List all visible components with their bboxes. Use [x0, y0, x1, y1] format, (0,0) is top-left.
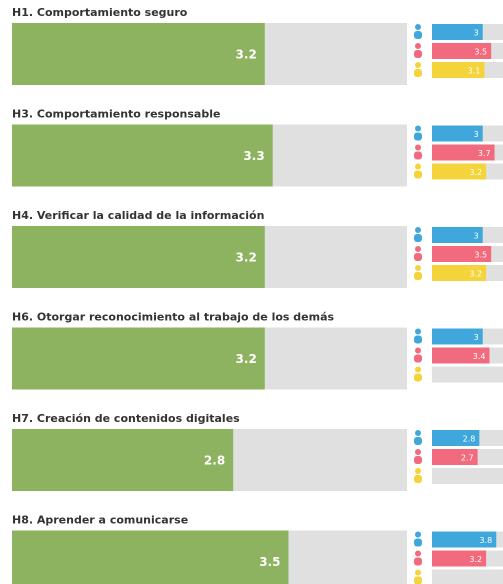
chart-title: H8. Aprender a comunicarse [12, 514, 188, 527]
value-label: 3.5 [259, 555, 280, 569]
small-value-label: 2.8 [463, 435, 476, 444]
group-icon [414, 170, 422, 179]
group-icon [414, 335, 422, 344]
bar [12, 429, 234, 491]
bar [12, 23, 265, 85]
group-icon [415, 347, 421, 354]
small-value-label: 3 [474, 333, 479, 342]
small-value-label: 2.7 [461, 454, 474, 463]
group-icon [414, 354, 422, 363]
group-icon [414, 538, 422, 547]
group-icon [415, 246, 421, 252]
chart-title: H6. Otorgar reconocimiento al trabajo de… [12, 311, 334, 324]
small-bar [432, 449, 478, 465]
group-icon [414, 132, 422, 141]
small-value-label: 3.8 [480, 536, 493, 545]
chart-title: H3. Comportamiento responsable [12, 108, 220, 121]
bar [12, 226, 265, 288]
small-value-label: 3.2 [469, 555, 482, 564]
value-label: 3.2 [236, 48, 257, 62]
bar [12, 327, 265, 390]
group-icon [414, 253, 422, 261]
group-icon [415, 265, 421, 271]
small-value-label: 3 [474, 232, 479, 241]
small-bar [432, 163, 487, 180]
small-bar [432, 62, 485, 78]
group-icon [414, 373, 422, 382]
small-value-label: 3 [474, 130, 479, 139]
small-bar [432, 43, 492, 59]
value-label: 3.2 [236, 352, 257, 366]
group-icon [414, 576, 422, 584]
small-bar [432, 24, 483, 40]
small-value-label: 3.5 [474, 48, 487, 57]
group-icon [415, 550, 421, 557]
group-icon [415, 43, 421, 49]
small-bar [432, 550, 487, 567]
bar [12, 530, 289, 584]
small-bar-track [432, 366, 503, 383]
small-value-label: 3.7 [478, 149, 491, 158]
group-icon [414, 31, 422, 39]
small-bar [432, 265, 487, 281]
small-bar [432, 246, 492, 262]
group-icon [415, 468, 421, 474]
value-label: 3.2 [236, 251, 257, 265]
small-bar [432, 227, 483, 243]
chart-title: H7. Creación de contenidos digitales [12, 412, 240, 425]
small-bar-track [432, 569, 503, 584]
small-value-label: 3.5 [474, 251, 487, 260]
group-icon [415, 24, 421, 30]
group-icon [415, 144, 421, 151]
group-icon [415, 328, 421, 335]
group-icon [415, 430, 421, 436]
small-bar [432, 328, 483, 345]
group-icon [414, 475, 422, 483]
group-icon [415, 366, 421, 373]
group-icon [414, 50, 422, 58]
group-icon [414, 151, 422, 160]
small-bar [432, 125, 483, 142]
small-bar-track [432, 468, 503, 484]
chart-title: H4. Verificar la calidad de la informaci… [12, 209, 264, 222]
bar [12, 124, 273, 187]
small-bar [432, 430, 480, 446]
group-icon [414, 69, 422, 77]
group-icon [414, 234, 422, 242]
small-bar [432, 347, 490, 364]
group-icon [414, 272, 422, 280]
group-icon [415, 125, 421, 132]
group-icon [415, 531, 421, 538]
group-icon [415, 569, 421, 576]
small-value-label: 3.2 [469, 270, 482, 279]
small-bar [432, 144, 495, 161]
group-icon [415, 163, 421, 170]
chart-title: H1. Comportamiento seguro [12, 6, 188, 19]
group-icon [415, 62, 421, 68]
group-icon [414, 557, 422, 566]
small-value-label: 3.4 [473, 352, 486, 361]
small-value-label: 3.1 [468, 67, 481, 76]
group-icon [414, 456, 422, 464]
value-label: 2.8 [204, 454, 225, 468]
group-icon [415, 449, 421, 455]
small-value-label: 3 [474, 29, 479, 38]
group-icon [415, 227, 421, 233]
group-icon [414, 437, 422, 445]
small-value-label: 3.2 [469, 168, 482, 177]
small-bar [432, 531, 497, 548]
value-label: 3.3 [243, 149, 264, 163]
